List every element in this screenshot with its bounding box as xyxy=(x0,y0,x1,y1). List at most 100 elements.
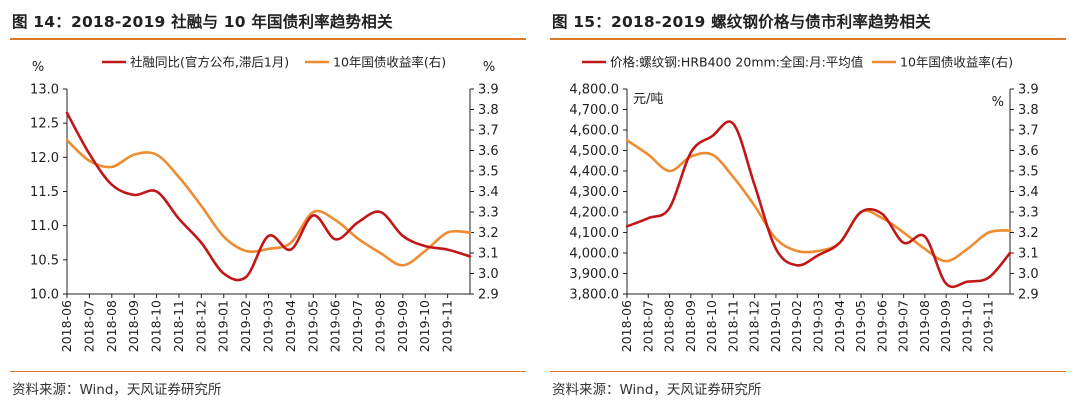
title-divider xyxy=(10,38,526,40)
right-tick-label: 3.4 xyxy=(1018,185,1039,200)
x-tick-label: 2019-11 xyxy=(440,300,455,352)
right-tick-label: 3.2 xyxy=(1018,226,1039,241)
x-tick-label: 2019-11 xyxy=(981,300,996,352)
x-tick-label: 2019-03 xyxy=(261,300,276,352)
x-tick-label: 2018-09 xyxy=(126,300,141,352)
right-tick-label: 3.7 xyxy=(478,124,499,139)
series-line-yield xyxy=(625,138,1012,263)
right-tick-label: 3.7 xyxy=(1018,124,1039,139)
x-tick-label: 2018-07 xyxy=(81,300,96,352)
right-tick-label: 3.1 xyxy=(478,247,499,262)
title-divider xyxy=(550,38,1066,40)
x-tick-label: 2018-06 xyxy=(619,300,634,352)
right-tick-label: 3.8 xyxy=(1018,103,1039,118)
left-tick-label: 4,700.0 xyxy=(569,103,619,118)
right-tick-label: 3.9 xyxy=(478,83,499,98)
x-tick-label: 2019-07 xyxy=(350,300,365,352)
right-tick-label: 3.6 xyxy=(478,144,499,159)
x-tick-label: 2019-05 xyxy=(305,300,320,352)
x-tick-label: 2019-02 xyxy=(789,300,804,352)
x-tick-label: 2019-03 xyxy=(811,300,826,352)
right-tick-label: 3.4 xyxy=(478,185,499,200)
right-tick-label: 3.3 xyxy=(1018,206,1039,221)
x-tick-label: 2019-10 xyxy=(959,300,974,352)
left-tick-label: 4,500.0 xyxy=(569,144,619,159)
footer-divider xyxy=(10,371,526,372)
left-tick-label: 3,800.0 xyxy=(569,288,619,303)
left-tick-label: 3,900.0 xyxy=(569,267,619,282)
right-tick-label: 3.0 xyxy=(478,267,499,282)
right-tick-label: 3.8 xyxy=(478,103,499,118)
x-tick-label: 2019-04 xyxy=(283,300,298,352)
legend-label: 10年国债收益率(右) xyxy=(900,55,1013,70)
x-tick-label: 2019-06 xyxy=(328,300,343,352)
right-tick-label: 3.0 xyxy=(1018,267,1039,282)
left-tick-label: 4,100.0 xyxy=(569,226,619,241)
left-tick-label: 11.0 xyxy=(30,219,59,234)
x-tick-label: 2019-07 xyxy=(896,300,911,352)
x-tick-label: 2018-10 xyxy=(149,300,164,352)
left-tick-label: 13.0 xyxy=(30,83,59,98)
chart-panel-social-financing: 图 14：2018-2019 社融与 10 年国债利率趋势相关 13.0 12.5… xyxy=(10,13,526,398)
right-tick-label: 3.5 xyxy=(478,165,499,180)
chart-panel-rebar-price: 图 15：2018-2019 螺纹钢价格与债市利率趋势相关 4,800.0 4,7… xyxy=(540,0,1080,408)
x-tick-label: 2018-07 xyxy=(640,300,655,352)
legend-label: 10年国债收益率(右) xyxy=(333,55,446,70)
x-tick-label: 2019-09 xyxy=(938,300,953,352)
left-axis-unit-label: 元/吨 xyxy=(633,92,663,107)
left-tick-label: 4,600.0 xyxy=(569,124,619,139)
series-line-primary xyxy=(625,120,1012,289)
figure-title: 图 14：2018-2019 社融与 10 年国债利率趋势相关 xyxy=(12,13,393,31)
left-axis-unit-label: % xyxy=(32,60,44,75)
x-tick-label: 2018-09 xyxy=(683,300,698,352)
right-tick-label: 3.6 xyxy=(1018,144,1039,159)
right-tick-label: 3.3 xyxy=(478,206,499,221)
right-tick-label: 2.9 xyxy=(1018,288,1039,303)
left-tick-label: 4,000.0 xyxy=(569,247,619,262)
left-tick-label: 4,200.0 xyxy=(569,206,619,221)
x-tick-label: 2018-11 xyxy=(171,300,186,352)
right-tick-label: 3.2 xyxy=(478,226,499,241)
x-tick-label: 2019-10 xyxy=(417,300,432,352)
x-tick-label: 2018-11 xyxy=(725,300,740,352)
left-tick-label: 10.5 xyxy=(30,253,59,268)
left-tick-label: 12.5 xyxy=(30,117,59,132)
dual-axis-line-chart: 4,800.0 4,700.0 4,600.0 4,500.0 4,400.0 4,300… xyxy=(569,55,1039,353)
left-tick-label: 11.5 xyxy=(30,185,59,200)
footer-divider xyxy=(550,371,1066,372)
figure-title: 图 15：2018-2019 螺纹钢价格与债市利率趋势相关 xyxy=(552,13,931,31)
x-tick-label: 2018-12 xyxy=(193,300,208,352)
left-tick-label: 4,300.0 xyxy=(569,185,619,200)
series-line-primary xyxy=(65,111,472,282)
x-tick-label: 2019-01 xyxy=(216,300,231,352)
x-tick-label: 2019-08 xyxy=(372,300,387,352)
x-tick-label: 2018-08 xyxy=(104,300,119,352)
left-tick-label: 12.0 xyxy=(30,151,59,166)
x-tick-label: 2019-05 xyxy=(853,300,868,352)
x-tick-label: 2019-06 xyxy=(874,300,889,352)
x-tick-label: 2018-08 xyxy=(662,300,677,352)
left-tick-label: 4,800.0 xyxy=(569,83,619,98)
right-tick-label: 3.5 xyxy=(1018,165,1039,180)
dual-axis-line-chart: 13.0 12.5 12.0 11.5 11.0 10.5 10.0 3.9 3.8 3.7 3.6… xyxy=(30,55,499,353)
x-tick-label: 2019-01 xyxy=(768,300,783,352)
source-note: 资料来源：Wind，天风证券研究所 xyxy=(12,382,222,398)
right-axis-unit-label: % xyxy=(483,60,495,75)
source-note: 资料来源：Wind，天风证券研究所 xyxy=(552,382,762,398)
x-tick-label: 2019-02 xyxy=(238,300,253,352)
left-tick-label: 4,400.0 xyxy=(569,165,619,180)
legend-label: 价格:螺纹钢:HRB400 20mm:全国:月:平均值 xyxy=(610,55,863,70)
left-tick-label: 10.0 xyxy=(30,288,59,303)
x-tick-label: 2019-04 xyxy=(832,300,847,352)
right-tick-label: 3.9 xyxy=(1018,83,1039,98)
x-tick-label: 2019-08 xyxy=(917,300,932,352)
series-line-yield xyxy=(65,138,472,267)
right-tick-label: 3.1 xyxy=(1018,247,1039,262)
right-axis-unit-label: % xyxy=(992,95,1004,110)
x-tick-label: 2018-10 xyxy=(704,300,719,352)
legend-label: 社融同比(官方公布,滞后1月) xyxy=(130,55,289,70)
right-tick-label: 2.9 xyxy=(478,288,499,303)
x-tick-label: 2018-06 xyxy=(59,300,74,352)
x-tick-label: 2018-12 xyxy=(747,300,762,352)
x-tick-label: 2019-09 xyxy=(395,300,410,352)
